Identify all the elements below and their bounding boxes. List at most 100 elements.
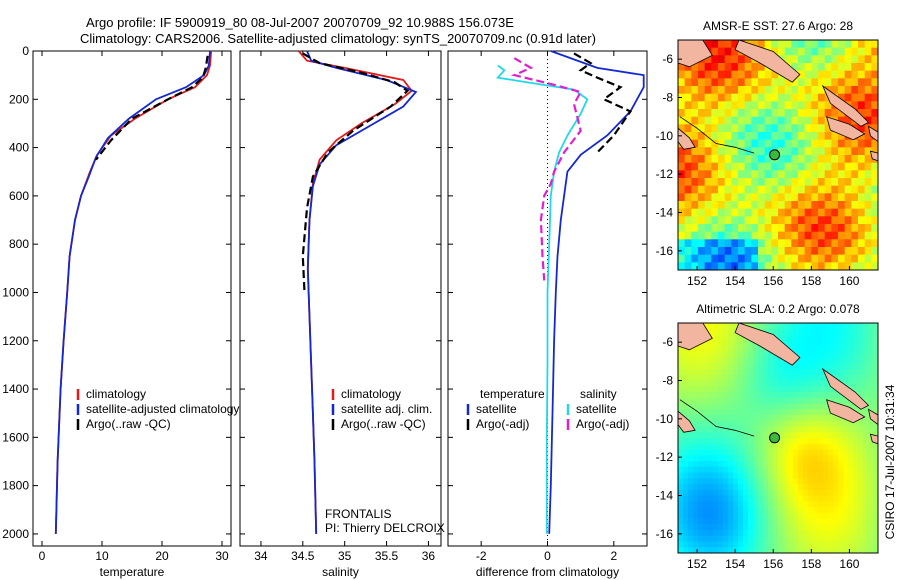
map-cell xyxy=(788,392,794,399)
map-cell xyxy=(838,466,844,474)
map-cell xyxy=(811,155,819,164)
map-cell xyxy=(798,224,806,233)
map-cell xyxy=(708,530,714,537)
map-cell xyxy=(718,208,726,217)
map-cell xyxy=(783,512,789,520)
map-cell xyxy=(708,449,714,456)
map-cell xyxy=(771,185,779,194)
map-cell xyxy=(683,507,689,514)
map-cell xyxy=(833,466,839,474)
map-cell xyxy=(718,185,726,194)
map-cell xyxy=(731,216,739,225)
map-cell xyxy=(753,403,759,410)
map-cell xyxy=(743,346,749,353)
sla-map-panel: 152 154 156 158 160-6-8-10-12-14-16Altimetri… xyxy=(656,302,879,571)
map-cell xyxy=(818,346,824,353)
map-cell xyxy=(823,489,829,497)
map-cell xyxy=(758,247,766,256)
map-cell xyxy=(864,208,872,217)
legend-label: satellite-adjusted climatology xyxy=(86,402,239,416)
map-cell xyxy=(804,55,812,64)
map-cell xyxy=(758,201,766,210)
map-cell xyxy=(758,224,766,233)
map-cell xyxy=(873,466,878,474)
map-cell xyxy=(784,101,792,110)
land-polygon xyxy=(821,84,870,127)
map-cell xyxy=(688,472,694,479)
map-cell xyxy=(738,374,744,382)
map-cell xyxy=(698,351,704,359)
map-cell xyxy=(863,541,869,548)
map-cell xyxy=(773,415,779,422)
map-cell xyxy=(843,380,849,387)
map-cell xyxy=(763,420,769,428)
map-cell xyxy=(833,541,839,548)
map-cell xyxy=(703,340,709,347)
salinity-x-tick-label: 36 xyxy=(422,549,436,563)
map-cell xyxy=(758,357,764,364)
map-cell xyxy=(698,472,704,479)
map-cell xyxy=(718,432,724,439)
map-cell xyxy=(764,93,772,102)
map-cell xyxy=(868,489,874,497)
map-cell xyxy=(818,478,824,485)
map-cell xyxy=(784,178,792,187)
map-cell xyxy=(708,340,714,347)
map-cell xyxy=(803,507,809,514)
map-cell xyxy=(828,386,834,393)
map-cell xyxy=(824,147,832,156)
map-cell xyxy=(731,201,739,210)
map-cell xyxy=(811,101,819,110)
map-cell xyxy=(773,472,779,479)
map-cell xyxy=(723,449,729,456)
map-cell xyxy=(828,346,834,353)
map-cell xyxy=(873,363,878,370)
map-cell xyxy=(793,541,799,548)
map-cell xyxy=(703,466,709,474)
map-cell xyxy=(773,449,779,456)
map-cell xyxy=(818,86,826,95)
map-cell xyxy=(704,254,712,263)
map-cell xyxy=(843,455,849,462)
map-cell xyxy=(733,501,739,508)
map-cell xyxy=(738,170,746,179)
map-cell xyxy=(784,109,792,118)
map-cell xyxy=(811,231,819,240)
map-cell xyxy=(708,351,714,359)
map-cell xyxy=(833,535,839,543)
map-cell xyxy=(731,239,739,248)
map-cell xyxy=(738,155,746,164)
map-cell xyxy=(838,170,846,179)
map-cell xyxy=(858,101,866,110)
map-cell xyxy=(853,512,859,520)
map-cell xyxy=(758,392,764,399)
map-cell xyxy=(803,415,809,422)
map-cell xyxy=(678,70,686,79)
map-cell xyxy=(718,55,726,64)
map-cell xyxy=(763,455,769,462)
map-cell xyxy=(798,535,804,543)
map-cell xyxy=(851,55,859,64)
map-cell xyxy=(758,147,766,156)
map-cell xyxy=(678,224,686,233)
map-cell xyxy=(748,420,754,428)
map-cell xyxy=(688,392,694,399)
map-cell xyxy=(698,132,706,141)
map-cell xyxy=(743,374,749,382)
map-cell xyxy=(703,420,709,428)
longitude-tick-label: 160 xyxy=(839,557,859,571)
map-cell xyxy=(683,432,689,439)
map-cell xyxy=(744,139,752,148)
map-cell xyxy=(733,340,739,347)
map-cell xyxy=(844,254,852,263)
map-cell xyxy=(718,93,726,102)
map-cell xyxy=(823,357,829,364)
map-cell xyxy=(728,346,734,353)
map-cell xyxy=(813,466,819,474)
map-cell xyxy=(758,185,766,194)
map-cell xyxy=(753,507,759,514)
map-cell xyxy=(784,40,792,49)
map-cell xyxy=(698,254,706,263)
map-cell xyxy=(678,231,686,240)
map-cell xyxy=(678,541,684,548)
